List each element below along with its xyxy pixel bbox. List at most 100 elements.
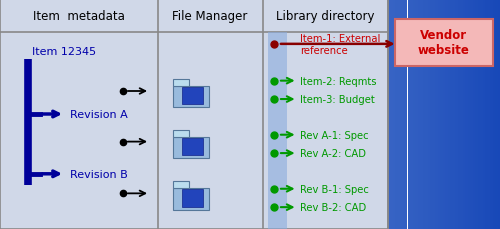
Bar	[340, 0, 342, 229]
Bar	[370, 0, 372, 229]
Bar	[10, 0, 12, 229]
Bar	[490, 0, 492, 229]
Bar	[52, 0, 55, 229]
Bar	[405, 0, 407, 229]
Bar	[120, 0, 122, 229]
Bar	[35, 0, 37, 229]
Polygon shape	[172, 80, 188, 87]
Bar	[210, 0, 212, 229]
Bar	[268, 33, 286, 229]
Bar	[362, 0, 365, 229]
Bar	[225, 0, 228, 229]
Bar	[235, 0, 238, 229]
Bar	[315, 0, 318, 229]
Bar	[320, 0, 322, 229]
Bar	[432, 0, 435, 229]
Bar	[312, 0, 315, 229]
Bar	[422, 0, 425, 229]
Bar	[188, 0, 190, 229]
Bar	[275, 0, 278, 229]
Bar	[205, 0, 208, 229]
Bar	[2, 0, 5, 229]
Bar	[255, 0, 258, 229]
Bar	[172, 87, 208, 108]
Bar	[142, 0, 145, 229]
Bar	[378, 0, 380, 229]
Bar	[60, 0, 62, 229]
Bar	[330, 0, 332, 229]
Bar	[175, 0, 178, 229]
Bar	[90, 0, 92, 229]
Bar	[165, 0, 168, 229]
Bar	[128, 0, 130, 229]
Bar	[110, 0, 112, 229]
Bar	[185, 0, 188, 229]
Bar	[452, 0, 455, 229]
Text: File Manager: File Manager	[172, 10, 248, 23]
Bar	[170, 0, 172, 229]
Bar	[198, 0, 200, 229]
Bar	[155, 0, 158, 229]
Bar	[200, 0, 202, 229]
Bar	[260, 0, 262, 229]
Bar	[112, 0, 115, 229]
Bar	[140, 0, 142, 229]
Bar	[335, 0, 338, 229]
Bar	[5, 0, 8, 229]
Bar	[25, 0, 28, 229]
Bar	[482, 0, 485, 229]
Bar	[445, 0, 448, 229]
Bar	[402, 0, 405, 229]
Bar	[18, 0, 20, 229]
Bar	[182, 0, 185, 229]
Bar	[410, 0, 412, 229]
Bar	[412, 0, 415, 229]
Bar	[232, 0, 235, 229]
Bar	[308, 0, 310, 229]
Bar	[122, 0, 125, 229]
Bar	[242, 0, 245, 229]
Bar	[265, 0, 268, 229]
Bar	[352, 0, 355, 229]
Bar	[30, 0, 32, 229]
Bar	[218, 0, 220, 229]
Bar	[58, 0, 60, 229]
Bar	[465, 0, 468, 229]
Bar	[172, 188, 208, 210]
Bar	[430, 0, 432, 229]
Bar	[435, 0, 438, 229]
Bar	[450, 0, 452, 229]
Bar	[442, 0, 445, 229]
Bar	[492, 0, 495, 229]
Polygon shape	[172, 130, 188, 137]
Bar	[172, 0, 175, 229]
Bar	[62, 0, 65, 229]
Bar	[178, 0, 180, 229]
Bar	[0, 0, 2, 229]
Bar	[262, 0, 265, 229]
Bar	[132, 0, 135, 229]
Bar	[250, 0, 252, 229]
Bar	[322, 0, 325, 229]
Bar	[272, 0, 275, 229]
Bar	[12, 0, 15, 229]
Bar	[22, 0, 25, 229]
Bar	[480, 0, 482, 229]
Bar	[82, 0, 85, 229]
Bar	[100, 0, 102, 229]
Text: Rev A-2: CAD: Rev A-2: CAD	[300, 148, 366, 158]
Bar	[0, 0, 388, 229]
Bar	[348, 0, 350, 229]
Bar	[192, 0, 195, 229]
Bar	[460, 0, 462, 229]
Bar	[472, 0, 475, 229]
Bar	[150, 0, 152, 229]
Bar	[72, 0, 75, 229]
Bar	[468, 0, 470, 229]
Bar	[408, 0, 410, 229]
Bar	[92, 0, 95, 229]
Bar	[285, 0, 288, 229]
Bar	[495, 0, 498, 229]
Bar	[42, 0, 45, 229]
Bar	[248, 0, 250, 229]
